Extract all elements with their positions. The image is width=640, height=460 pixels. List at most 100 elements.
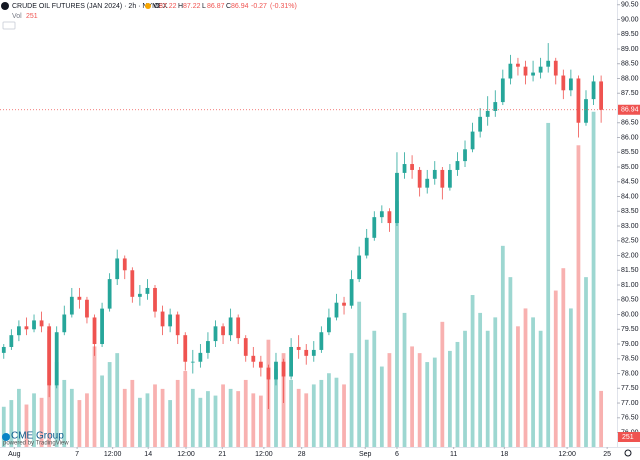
candle-body [425,178,430,188]
y-tick-label: 89.00 [621,46,639,53]
volume-bar [372,330,377,447]
candle-body [168,314,173,327]
candle-body [77,296,82,300]
market-status-icon [145,3,151,9]
y-tick-label: 90.50 [621,2,639,9]
ohlc-value: 87.22 [183,3,201,10]
volume-bar [425,362,430,447]
volume-bar [546,122,551,448]
change-percent: (-0.31%) [270,3,297,10]
volume-bar [349,353,354,447]
volume-label: Vol [12,13,22,20]
y-tick-label: 83.00 [621,223,639,230]
volume-bar [100,375,104,447]
volume-bar [485,330,490,447]
volume-bar [9,400,14,447]
x-tick-label: 7 [75,451,79,458]
candle-body [183,335,188,362]
candle-body [236,317,241,339]
candle-body [221,326,225,336]
candle-body [379,211,384,218]
y-tick-label: 85.00 [621,164,639,171]
volume-bar [432,357,437,447]
x-tick-label: Aug [8,451,21,458]
candle-body [553,60,558,76]
x-tick-label: 12:00 [104,451,122,458]
volume-bar [145,393,150,447]
candle-body [402,164,407,173]
candle-body [175,314,180,336]
last-price-label: 86.94 [621,107,639,114]
volume-bar [296,388,301,447]
candle-body [190,361,195,363]
volume-bar [92,346,97,447]
volume-bar [387,353,392,447]
candle-body [417,169,422,188]
collapse-button[interactable] [2,21,16,30]
y-tick-label: 78.50 [621,356,639,363]
volume-bar [198,397,203,447]
ohlc-key: H [178,3,183,10]
candle-body [258,361,263,368]
settings-button[interactable] [624,449,632,457]
candle-body [266,367,271,380]
candle-body [47,326,52,386]
candle-body [440,169,445,188]
candle-body [357,255,362,280]
candle-body [9,335,14,347]
volume-bar [553,290,558,447]
ohlc-value: 86.87 [207,3,225,10]
y-tick-label: 83.50 [621,208,639,215]
volume-bar [77,400,82,447]
volume-bar [448,350,452,447]
candle-body [304,349,309,356]
candle-body [576,78,581,123]
volume-bar [228,388,233,447]
volume-bar [319,379,324,447]
volume-bar [54,362,59,447]
candle-body [500,78,505,103]
branding-logo: CME Group [11,431,64,442]
candle-body [85,299,89,318]
y-tick-label: 84.50 [621,179,639,186]
y-tick-label: 77.00 [621,400,639,407]
volume-bar [516,326,520,447]
candle-body [213,326,218,342]
candle-body [387,211,392,224]
volume-value-axis-label: 251 [622,434,634,441]
ohlc-value: 87.22 [159,3,177,10]
volume-bar [410,346,414,447]
volume-bar [508,277,513,447]
volume-bar [584,277,588,447]
candle-body [289,346,293,377]
candle-body [334,302,339,318]
candle-body [130,270,135,297]
volume-bar [85,393,89,447]
candle-body [251,355,256,362]
x-tick-label: 12:00 [558,451,576,458]
ohlc-key: L [202,3,206,10]
candle-body [493,102,498,111]
candle-body [455,161,460,170]
x-tick-label: 6 [395,451,399,458]
volume-bar [470,295,475,447]
candle-body [274,361,278,380]
y-tick-label: 78.00 [621,370,639,377]
volume-bar [591,111,596,447]
volume-bar [39,397,44,447]
volume-bar [32,393,36,447]
candle-body [54,332,59,386]
candle-body [1,346,6,353]
volume-bar [327,373,331,447]
volume-bar [334,377,339,447]
volume-bar [478,312,483,447]
plot-area [1,43,604,448]
y-tick-label: 81.00 [621,282,639,289]
volume-bar [17,388,21,447]
candle-body [584,99,588,123]
volume-bar [115,353,120,447]
y-tick-label: 81.50 [621,267,639,274]
candle-body [342,302,346,306]
volume-bar [342,384,346,447]
volume-bar [221,384,225,447]
